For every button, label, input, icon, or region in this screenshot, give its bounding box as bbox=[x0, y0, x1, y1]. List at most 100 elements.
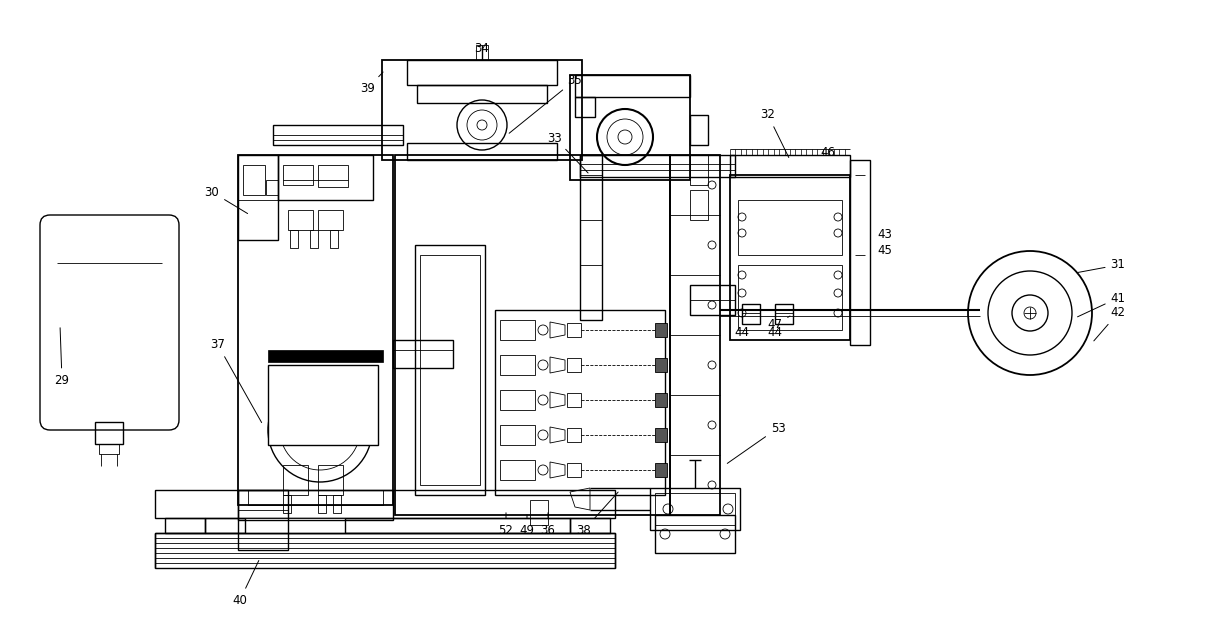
Bar bbox=[268, 350, 383, 362]
Bar bbox=[655, 515, 734, 553]
Bar bbox=[499, 425, 535, 445]
Bar bbox=[655, 428, 667, 442]
Bar bbox=[165, 518, 204, 533]
Bar bbox=[155, 490, 614, 518]
Bar bbox=[408, 143, 557, 160]
Bar bbox=[417, 85, 547, 103]
Bar bbox=[655, 393, 667, 407]
Bar bbox=[237, 155, 393, 505]
Bar bbox=[730, 155, 849, 177]
Bar bbox=[567, 393, 581, 407]
Bar bbox=[494, 310, 665, 495]
Bar bbox=[273, 125, 403, 145]
Text: 35: 35 bbox=[509, 73, 583, 134]
Bar bbox=[655, 463, 667, 477]
Text: 37: 37 bbox=[211, 339, 262, 423]
Text: 49: 49 bbox=[519, 515, 535, 537]
Bar bbox=[318, 465, 343, 495]
Bar bbox=[499, 320, 535, 340]
Bar bbox=[268, 365, 378, 445]
Bar bbox=[530, 500, 548, 525]
Bar bbox=[237, 155, 278, 240]
Bar bbox=[330, 230, 338, 248]
Text: 36: 36 bbox=[541, 513, 556, 537]
Bar bbox=[655, 358, 667, 372]
Text: 52: 52 bbox=[498, 513, 513, 537]
Bar bbox=[567, 428, 581, 442]
Bar bbox=[318, 495, 326, 513]
Text: 29: 29 bbox=[55, 328, 70, 387]
Bar bbox=[393, 340, 453, 368]
Bar bbox=[476, 45, 488, 60]
Bar bbox=[237, 490, 393, 520]
Bar bbox=[738, 200, 842, 255]
Text: 38: 38 bbox=[577, 492, 618, 537]
Bar bbox=[204, 518, 570, 533]
Text: 53: 53 bbox=[727, 422, 786, 463]
Text: 45: 45 bbox=[878, 244, 892, 256]
Bar bbox=[575, 97, 595, 117]
Bar bbox=[570, 75, 690, 180]
Bar bbox=[650, 488, 741, 530]
Text: 39: 39 bbox=[361, 72, 383, 94]
Bar bbox=[655, 323, 667, 337]
Bar bbox=[290, 230, 297, 248]
Text: 41: 41 bbox=[1077, 292, 1126, 317]
Bar bbox=[244, 165, 266, 195]
Bar bbox=[310, 230, 318, 248]
Text: 47: 47 bbox=[767, 316, 789, 332]
Bar bbox=[690, 115, 707, 145]
Bar bbox=[742, 304, 760, 324]
Bar bbox=[499, 390, 535, 410]
Bar bbox=[690, 190, 707, 220]
Bar bbox=[580, 155, 602, 320]
Bar bbox=[575, 75, 690, 97]
Bar bbox=[670, 155, 720, 515]
Bar bbox=[570, 518, 610, 533]
Bar bbox=[499, 460, 535, 480]
Bar bbox=[278, 155, 373, 200]
Bar bbox=[567, 463, 581, 477]
Bar bbox=[95, 422, 122, 444]
Bar bbox=[580, 155, 734, 177]
Bar bbox=[382, 60, 581, 160]
Bar bbox=[738, 265, 842, 330]
Bar bbox=[237, 490, 288, 550]
Bar bbox=[283, 465, 308, 495]
Bar bbox=[283, 495, 291, 513]
Text: 44: 44 bbox=[734, 327, 749, 339]
Text: 42: 42 bbox=[1094, 306, 1126, 341]
Text: 34: 34 bbox=[475, 42, 490, 54]
Text: 30: 30 bbox=[204, 185, 247, 213]
Bar bbox=[99, 444, 119, 454]
Bar bbox=[288, 210, 313, 230]
Bar bbox=[245, 518, 345, 533]
Bar bbox=[395, 155, 670, 515]
Bar bbox=[155, 533, 614, 568]
Bar bbox=[655, 493, 734, 525]
Text: 40: 40 bbox=[233, 560, 258, 606]
Text: 32: 32 bbox=[760, 108, 788, 158]
Text: 46: 46 bbox=[820, 146, 836, 158]
Bar bbox=[266, 180, 278, 195]
Bar bbox=[283, 165, 313, 185]
Bar bbox=[318, 210, 343, 230]
Bar bbox=[730, 175, 849, 340]
Bar bbox=[567, 323, 581, 337]
Text: 43: 43 bbox=[878, 229, 892, 242]
Bar bbox=[318, 165, 348, 187]
Text: 44: 44 bbox=[767, 327, 782, 339]
Bar bbox=[775, 304, 793, 324]
Bar bbox=[567, 358, 581, 372]
Text: 33: 33 bbox=[547, 132, 588, 173]
Bar bbox=[690, 285, 734, 315]
Bar bbox=[499, 355, 535, 375]
Bar bbox=[420, 255, 480, 485]
Bar bbox=[273, 373, 373, 437]
Bar bbox=[333, 495, 341, 513]
Bar bbox=[849, 160, 870, 345]
Bar bbox=[690, 155, 707, 185]
Bar bbox=[408, 60, 557, 85]
Text: 31: 31 bbox=[1078, 258, 1125, 272]
Bar bbox=[248, 490, 383, 505]
